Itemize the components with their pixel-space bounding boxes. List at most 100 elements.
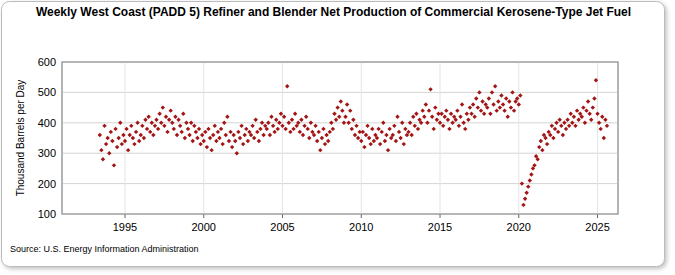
x-tick-label: 2000: [192, 221, 216, 233]
x-tick: [203, 214, 204, 218]
point: [340, 108, 344, 112]
point: [346, 121, 350, 125]
point: [471, 102, 475, 106]
point: [446, 118, 450, 122]
point: [589, 118, 593, 122]
x-grid-line: [518, 62, 519, 214]
x-tick: [282, 214, 283, 218]
point: [151, 133, 155, 137]
point: [317, 130, 321, 134]
point: [115, 145, 119, 149]
point: [288, 130, 292, 134]
point: [266, 121, 270, 125]
point: [198, 142, 202, 146]
point: [441, 124, 445, 128]
point: [416, 127, 420, 131]
point: [126, 148, 130, 152]
point: [302, 124, 306, 128]
point: [502, 108, 506, 112]
point: [112, 163, 116, 167]
point: [518, 93, 522, 97]
x-grid-line: [125, 62, 126, 214]
point: [524, 191, 528, 195]
point: [443, 115, 447, 119]
point: [521, 203, 525, 207]
point: [387, 127, 391, 131]
point: [398, 136, 402, 140]
point: [296, 121, 300, 125]
point: [298, 130, 302, 134]
y-tick-label: 500: [38, 86, 56, 98]
point: [249, 133, 253, 137]
point: [576, 118, 580, 122]
point: [230, 145, 234, 149]
chart: Weekly West Coast (PADD 5) Refiner and B…: [0, 0, 675, 275]
point: [209, 148, 213, 152]
point: [277, 121, 281, 125]
point: [359, 139, 363, 143]
point: [559, 124, 563, 128]
point: [583, 121, 587, 125]
point: [332, 111, 336, 115]
point: [153, 124, 157, 128]
y-grid-line: [62, 183, 618, 184]
point: [556, 130, 560, 134]
point: [117, 136, 121, 140]
point: [203, 130, 207, 134]
point: [194, 130, 198, 134]
point: [128, 133, 132, 137]
point: [233, 139, 237, 143]
point: [150, 121, 154, 125]
point: [254, 118, 258, 122]
point: [137, 139, 141, 143]
x-tick-label: 2015: [428, 221, 452, 233]
point: [510, 90, 514, 94]
point: [435, 118, 439, 122]
point: [364, 133, 368, 137]
point: [102, 124, 106, 128]
point: [496, 99, 500, 103]
point: [191, 139, 195, 143]
point: [186, 127, 190, 131]
point: [287, 121, 291, 125]
x-tick: [440, 214, 441, 218]
y-grid-line: [62, 153, 618, 154]
x-grid-line: [597, 62, 598, 214]
point: [328, 130, 332, 134]
point: [581, 105, 585, 109]
point: [224, 133, 228, 137]
point: [461, 121, 465, 125]
x-tick-label: 2020: [507, 221, 531, 233]
point: [485, 105, 489, 109]
point: [455, 108, 459, 112]
point: [225, 115, 229, 119]
point: [313, 124, 317, 128]
point: [121, 133, 125, 137]
point: [205, 145, 209, 149]
point: [192, 124, 196, 128]
point: [208, 136, 212, 140]
x-tick: [361, 214, 362, 218]
point: [602, 136, 606, 140]
point: [257, 139, 261, 143]
point: [187, 133, 191, 137]
point: [176, 118, 180, 122]
point: [285, 84, 289, 88]
point: [361, 130, 365, 134]
point: [324, 133, 328, 137]
point: [506, 115, 510, 119]
point: [343, 115, 347, 119]
point: [491, 102, 495, 106]
point: [520, 181, 524, 185]
point: [472, 115, 476, 119]
x-grid-line: [203, 62, 204, 214]
x-tick-label: 2025: [585, 221, 609, 233]
point: [395, 115, 399, 119]
point: [323, 142, 327, 146]
point: [321, 127, 325, 131]
point: [493, 84, 497, 88]
y-tick-label: 300: [38, 147, 56, 159]
point: [420, 108, 424, 112]
point: [348, 108, 352, 112]
point: [299, 118, 303, 122]
